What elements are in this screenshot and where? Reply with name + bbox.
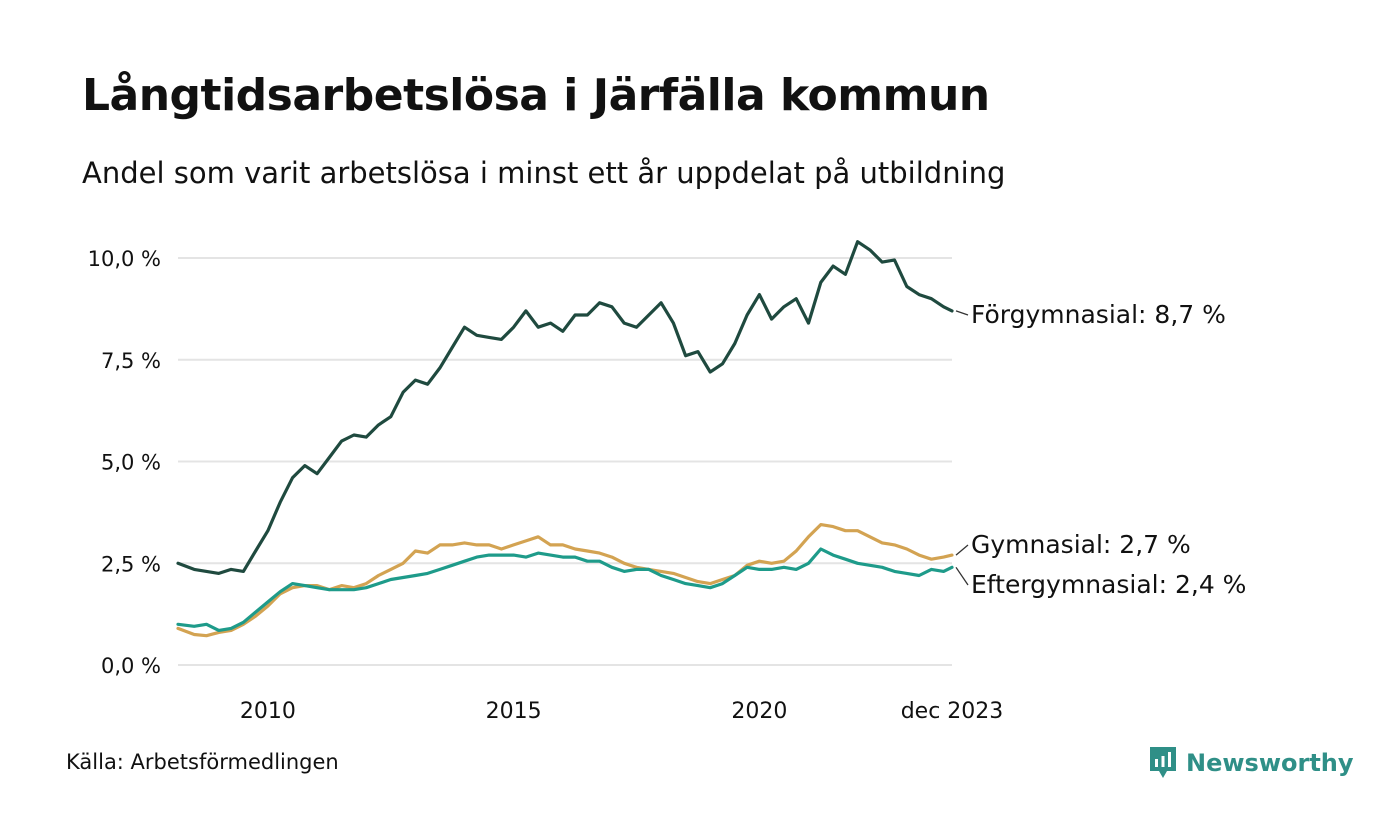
y-axis-tick-labels: 0,0 % 2,5 % 5,0 % 7,5 % 10,0 % — [88, 247, 161, 678]
chart-subtitle: Andel som varit arbetslösa i minst ett å… — [82, 156, 1006, 190]
newsworthy-brand: Newsworthy — [1148, 743, 1354, 783]
source-note: Källa: Arbetsförmedlingen — [66, 750, 339, 774]
x-tick-label: 2010 — [240, 699, 296, 724]
y-tick-label: 2,5 % — [101, 552, 161, 576]
series-line-eftergymnasial — [176, 547, 954, 633]
series-lines — [176, 240, 954, 638]
chart-title: Långtidsarbetslösa i Järfälla kommun — [82, 70, 990, 121]
y-tick-label: 7,5 % — [101, 349, 161, 373]
leader-line-gymnasial — [955, 544, 969, 556]
series-line-forgymnasial — [176, 240, 954, 576]
end-label-gymnasial: Gymnasial: 2,7 % — [971, 530, 1191, 559]
x-tick-label: 2015 — [486, 699, 542, 724]
leader-line-forgymnasial — [955, 310, 969, 316]
x-axis-tick-labels: 2010 2015 2020 dec 2023 — [240, 699, 1003, 724]
series-line-gymnasial — [176, 522, 954, 638]
brand-name: Newsworthy — [1186, 749, 1354, 777]
leader-line-eftergymnasial — [955, 566, 969, 586]
x-tick-label: 2020 — [731, 699, 787, 724]
x-tick-label: dec 2023 — [901, 699, 1004, 724]
y-tick-label: 5,0 % — [101, 451, 161, 475]
end-label-forgymnasial: Förgymnasial: 8,7 % — [971, 300, 1226, 329]
end-label-eftergymnasial: Eftergymnasial: 2,4 % — [971, 570, 1246, 599]
newsworthy-logo-icon — [1150, 747, 1176, 778]
y-tick-label: 10,0 % — [88, 247, 161, 271]
gridlines — [178, 257, 952, 666]
y-tick-label: 0,0 % — [101, 654, 161, 678]
series-end-labels: Förgymnasial: 8,7 % Gymnasial: 2,7 % Efter… — [955, 300, 1246, 599]
